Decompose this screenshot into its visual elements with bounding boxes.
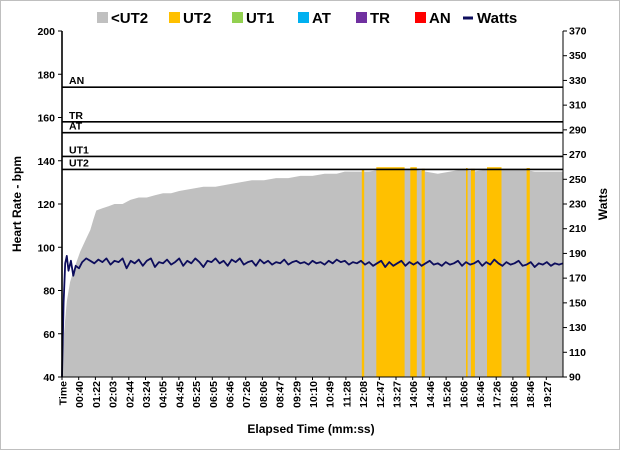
x-tick-label: 10:49 [325,381,337,408]
legend-swatch [169,12,180,23]
y2-tick-label: 170 [569,273,587,285]
legend-label: <UT2 [111,10,148,27]
zone-label-ut1: UT1 [69,144,89,156]
ut2-band [466,168,468,377]
y-tick-label: 180 [37,69,55,81]
y2-axis-title: Watts [596,188,610,221]
x-tick-label: 00:40 [74,381,86,408]
legend-label: AT [312,10,331,27]
y2-tick-label: 190 [569,248,587,260]
x-tick-label: 16:46 [475,381,487,408]
x-tick-label: 12:47 [375,381,387,408]
x-tick-label: 19:27 [542,381,554,408]
heart-rate-area [62,169,563,377]
y2-tick-label: 290 [569,124,587,136]
ut2-band [376,167,405,377]
y-tick-label: 100 [37,242,55,254]
x-tick-label: 03:24 [141,381,153,408]
y2-tick-label: 250 [569,174,587,186]
ut2-band [421,168,425,377]
x-tick-label: 12:08 [358,381,370,408]
axes: 40 60 80 100 120 140 160 180 200 90 110 130 150 170 19… [37,26,586,408]
x-tick-label: 09:29 [291,381,303,408]
legend-label: TR [370,10,390,27]
y2-tick-label: 110 [569,347,586,359]
ut2-band [487,167,502,377]
zone-label-tr: TR [69,110,83,122]
zone-label-ut2: UT2 [69,157,89,169]
plot-area [62,167,563,377]
legend-swatch [298,12,309,23]
x-tick-label: 06:05 [208,381,220,408]
legend-label: UT1 [246,10,274,27]
legend-swatch [97,12,108,23]
ut2-band [361,169,365,377]
ut2-band [470,168,475,377]
legend-swatch [415,12,426,23]
y-tick-label: 200 [37,26,55,38]
legend-label: UT2 [183,10,211,27]
y2-tick-label: 150 [569,297,587,309]
y2-tick-label: 310 [569,100,587,112]
y2-tick-label: 90 [569,372,581,384]
y2-tick-label: 330 [569,75,587,87]
x-axis-title: Elapsed Time (mm:ss) [247,422,374,436]
y-tick-label: 60 [43,329,55,341]
zone-label-an: AN [69,75,84,87]
y-tick-label: 160 [37,113,55,125]
x-tick-label: 15:26 [442,381,454,408]
y-tick-label: 120 [37,199,55,211]
x-tick-label: 06:46 [225,381,237,408]
x-tick-label: 07:26 [241,381,253,408]
y2-tick-label: 270 [569,149,587,161]
legend-label: Watts [477,10,517,27]
x-tick-label: 13:27 [392,381,404,408]
legend: <UT2 UT2 UT1 AT TR AN Watts [97,10,517,27]
legend-swatch [232,12,243,23]
y2-tick-label: 230 [569,199,587,211]
ut2-band [526,168,530,377]
y2-tick-label: 370 [569,26,587,38]
y-tick-label: 40 [43,372,55,384]
x-tick-label: 16:06 [458,381,470,408]
x-tick-label: 04:45 [174,381,186,408]
x-tick-label: 18:46 [525,381,537,408]
x-tick-label: 02:44 [124,381,136,408]
legend-label: AN [429,10,451,27]
y2-tick-label: 210 [569,223,587,235]
x-tick-label: 18:06 [508,381,520,408]
x-tick-label: 01:22 [91,381,103,408]
watts-line-layer [61,255,564,378]
x-tick-label: 02:03 [108,381,120,408]
x-tick-label: 14:46 [425,381,437,408]
ut2-band [410,167,417,377]
y-tick-label: 80 [43,286,55,298]
x-tick-label: 17:26 [492,381,504,408]
x-tick-label: 14:06 [408,381,420,408]
y2-tick-label: 350 [569,50,587,62]
y-tick-label: 140 [37,156,55,168]
legend-swatch [356,12,367,23]
x-tick-label: 05:25 [191,381,203,408]
x-tick-label: 08:06 [258,381,270,408]
watts-line [61,255,564,378]
y2-tick-label: 130 [569,322,587,334]
x-tick-label: Time [58,381,70,405]
x-tick-label: 10:10 [308,381,320,408]
zone-label-at: AT [69,121,83,133]
y-axis-title: Heart Rate - bpm [10,156,24,252]
x-tick-label: 08:47 [275,381,287,408]
x-tick-label: 04:05 [158,381,170,408]
x-tick-label: 11:28 [341,381,353,407]
